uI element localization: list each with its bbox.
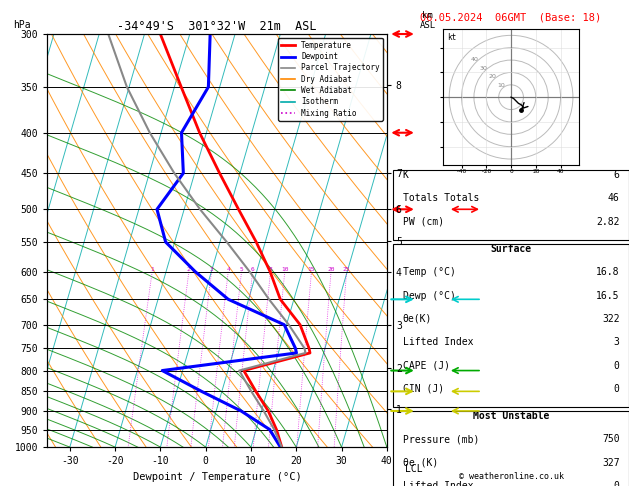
X-axis label: Dewpoint / Temperature (°C): Dewpoint / Temperature (°C) xyxy=(133,472,301,482)
Text: 2.82: 2.82 xyxy=(596,217,620,227)
Text: 327: 327 xyxy=(602,458,620,468)
Text: Dewp (°C): Dewp (°C) xyxy=(403,291,455,301)
Text: 6: 6 xyxy=(614,170,620,180)
Text: 20: 20 xyxy=(488,74,496,80)
Text: 0: 0 xyxy=(614,384,620,394)
Text: 750: 750 xyxy=(602,434,620,445)
Text: θe(K): θe(K) xyxy=(403,314,432,324)
Text: 3: 3 xyxy=(614,337,620,347)
Text: 25: 25 xyxy=(343,267,350,272)
Text: LCL: LCL xyxy=(405,464,423,474)
Text: Most Unstable: Most Unstable xyxy=(473,411,549,421)
Bar xyxy=(393,244,629,407)
Text: PW (cm): PW (cm) xyxy=(403,217,443,227)
Text: © weatheronline.co.uk: © weatheronline.co.uk xyxy=(459,472,564,481)
Text: Surface: Surface xyxy=(491,244,532,254)
Text: 15: 15 xyxy=(308,267,315,272)
Text: 40: 40 xyxy=(471,57,479,62)
Text: 4: 4 xyxy=(226,267,230,272)
Text: 3: 3 xyxy=(209,267,213,272)
Text: Temp (°C): Temp (°C) xyxy=(403,267,455,278)
Text: Pressure (mb): Pressure (mb) xyxy=(403,434,479,445)
Text: Lifted Index: Lifted Index xyxy=(403,481,473,486)
Text: kt: kt xyxy=(447,33,456,42)
Text: km
ASL: km ASL xyxy=(420,11,436,30)
Text: hPa: hPa xyxy=(13,20,31,30)
Bar xyxy=(393,411,629,486)
Text: 10: 10 xyxy=(281,267,289,272)
Bar xyxy=(393,170,629,240)
Text: 6: 6 xyxy=(251,267,255,272)
Text: 0: 0 xyxy=(614,361,620,371)
Text: θe (K): θe (K) xyxy=(403,458,438,468)
Title: -34°49'S  301°32'W  21m  ASL: -34°49'S 301°32'W 21m ASL xyxy=(117,20,317,33)
Text: 16.5: 16.5 xyxy=(596,291,620,301)
Text: 20: 20 xyxy=(327,267,335,272)
Text: CAPE (J): CAPE (J) xyxy=(403,361,450,371)
Text: Lifted Index: Lifted Index xyxy=(403,337,473,347)
Text: 2: 2 xyxy=(187,267,191,272)
Text: 0: 0 xyxy=(614,481,620,486)
Text: 30: 30 xyxy=(480,66,487,71)
Text: 10: 10 xyxy=(497,83,505,88)
Text: 322: 322 xyxy=(602,314,620,324)
Text: 1: 1 xyxy=(150,267,154,272)
Text: 06.05.2024  06GMT  (Base: 18): 06.05.2024 06GMT (Base: 18) xyxy=(420,12,602,22)
Legend: Temperature, Dewpoint, Parcel Trajectory, Dry Adiabat, Wet Adiabat, Isotherm, Mi: Temperature, Dewpoint, Parcel Trajectory… xyxy=(279,38,383,121)
Text: 16.8: 16.8 xyxy=(596,267,620,278)
Text: 5: 5 xyxy=(240,267,243,272)
Text: 8: 8 xyxy=(269,267,272,272)
Text: 46: 46 xyxy=(608,193,620,204)
Text: Totals Totals: Totals Totals xyxy=(403,193,479,204)
Text: K: K xyxy=(403,170,408,180)
Text: CIN (J): CIN (J) xyxy=(403,384,443,394)
